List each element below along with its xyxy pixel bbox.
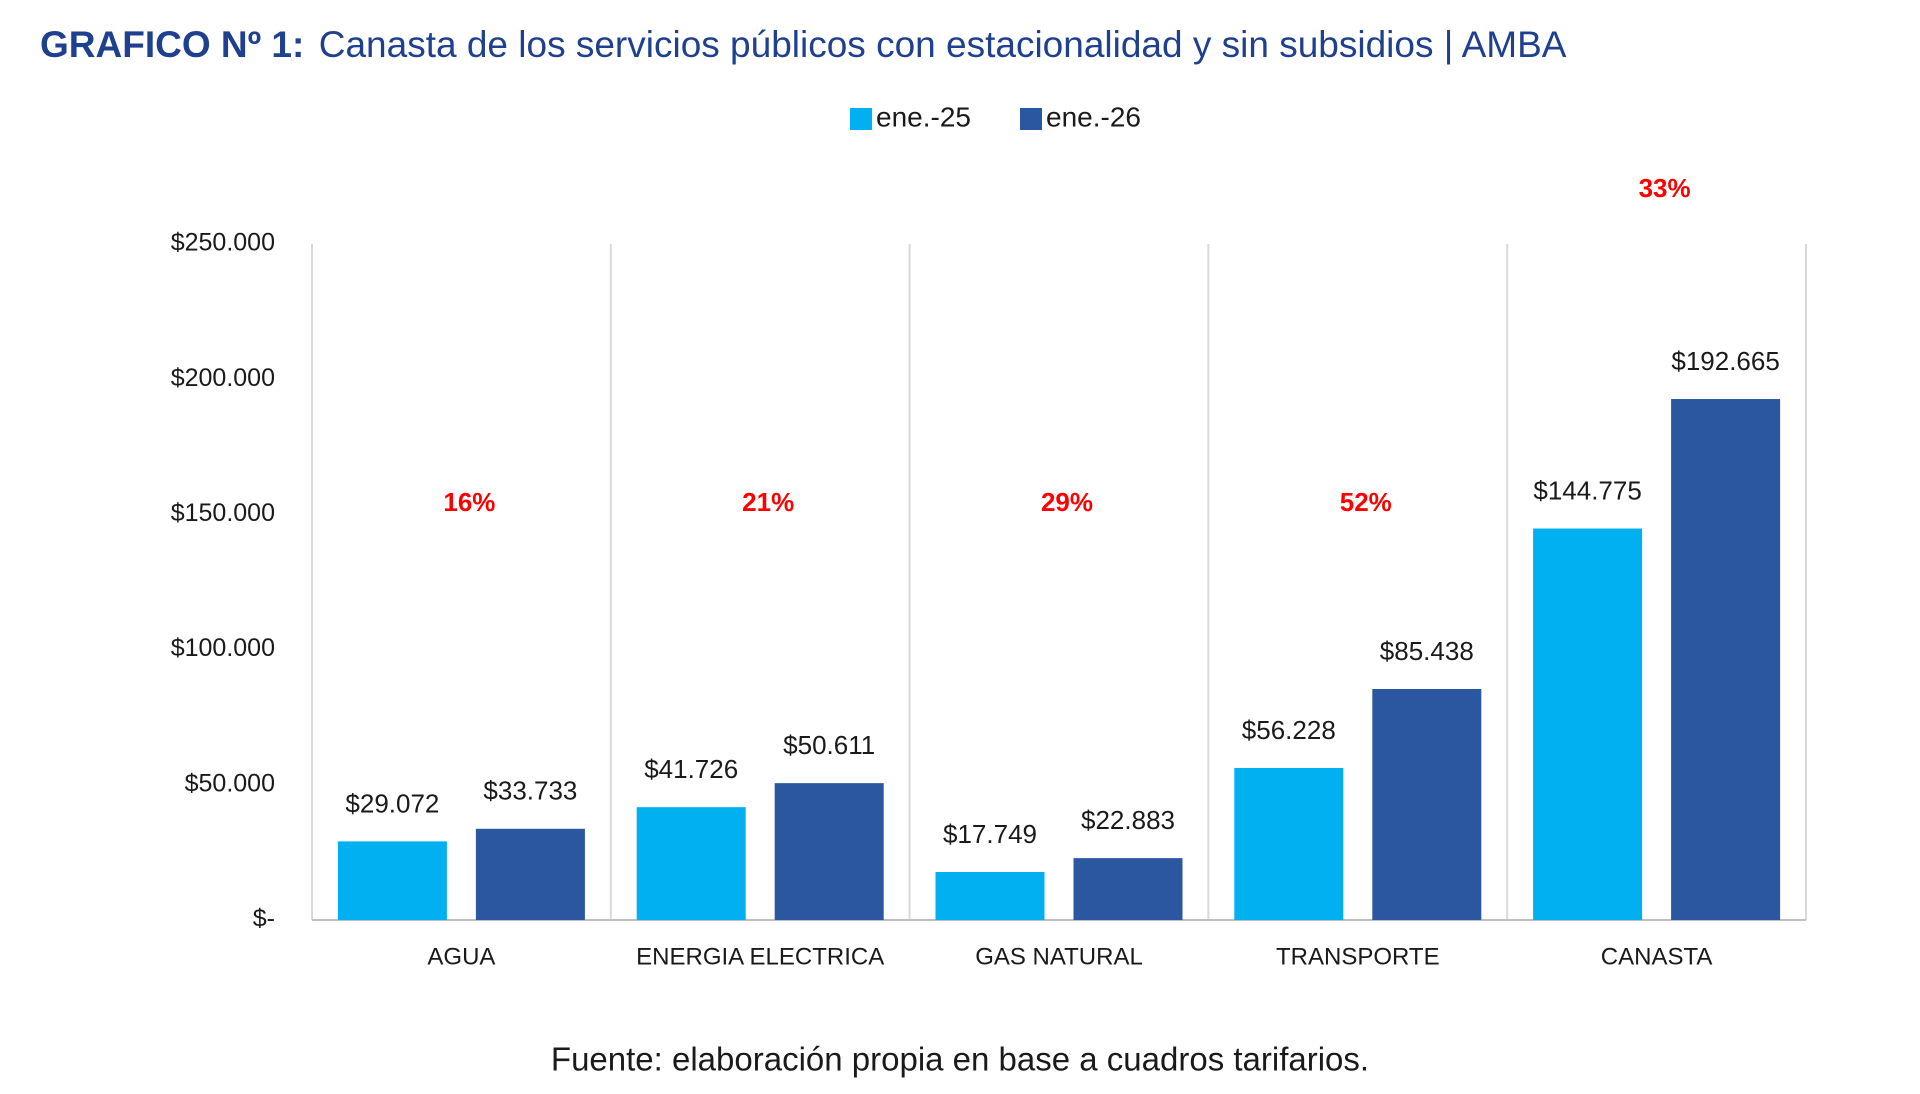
- bar: [1073, 858, 1183, 920]
- title-prefix: GRAFICO Nº 1:: [40, 24, 304, 65]
- value-label: $29.072: [345, 788, 439, 818]
- annotation: 29%: [1041, 487, 1093, 517]
- chart-title: GRAFICO Nº 1: Canasta de los servicios p…: [40, 24, 1567, 65]
- title-text: Canasta de los servicios públicos con es…: [319, 24, 1567, 65]
- legend-swatch: [1020, 108, 1042, 130]
- bar: [337, 841, 447, 920]
- value-label: $22.883: [1081, 805, 1175, 835]
- legend-label: ene.-26: [1046, 101, 1141, 132]
- bar: [935, 872, 1045, 920]
- annotation: 16%: [443, 487, 495, 517]
- x-tick-label: TRANSPORTE: [1276, 943, 1440, 970]
- y-tick-label: $200.000: [171, 364, 275, 392]
- y-tick-label: $150.000: [171, 499, 275, 527]
- bar: [1533, 528, 1643, 920]
- annotation: 33%: [1639, 173, 1691, 203]
- value-label: $33.733: [483, 776, 577, 806]
- legend-swatch: [850, 108, 872, 130]
- bar: [1372, 688, 1482, 920]
- bar: [1234, 767, 1344, 920]
- value-label: $17.749: [943, 819, 1037, 849]
- bar: [636, 807, 746, 920]
- value-label: $144.775: [1533, 475, 1641, 505]
- x-tick-label: CANASTA: [1601, 943, 1713, 970]
- bar: [774, 783, 884, 920]
- bar: [1671, 399, 1781, 921]
- y-tick-label: $250.000: [171, 229, 275, 257]
- x-tick-label: AGUA: [427, 943, 495, 970]
- annotation: 21%: [742, 487, 794, 517]
- value-label: $85.438: [1380, 636, 1474, 666]
- value-label: $56.228: [1242, 715, 1336, 745]
- x-tick-label: GAS NATURAL: [975, 943, 1143, 970]
- value-label: $192.665: [1671, 346, 1779, 376]
- annotation: 52%: [1340, 487, 1392, 517]
- x-tick-label: ENERGIA ELECTRICA: [636, 943, 884, 970]
- y-tick-label: $-: [253, 905, 275, 933]
- y-tick-label: $50.000: [185, 769, 275, 797]
- y-tick-label: $100.000: [171, 634, 275, 662]
- footer: Fuente: elaboración propia en base a cua…: [551, 1041, 1369, 1078]
- value-label: $41.726: [644, 754, 738, 784]
- bar: [475, 828, 585, 920]
- legend-label: ene.-25: [876, 101, 971, 132]
- value-label: $50.611: [783, 730, 875, 760]
